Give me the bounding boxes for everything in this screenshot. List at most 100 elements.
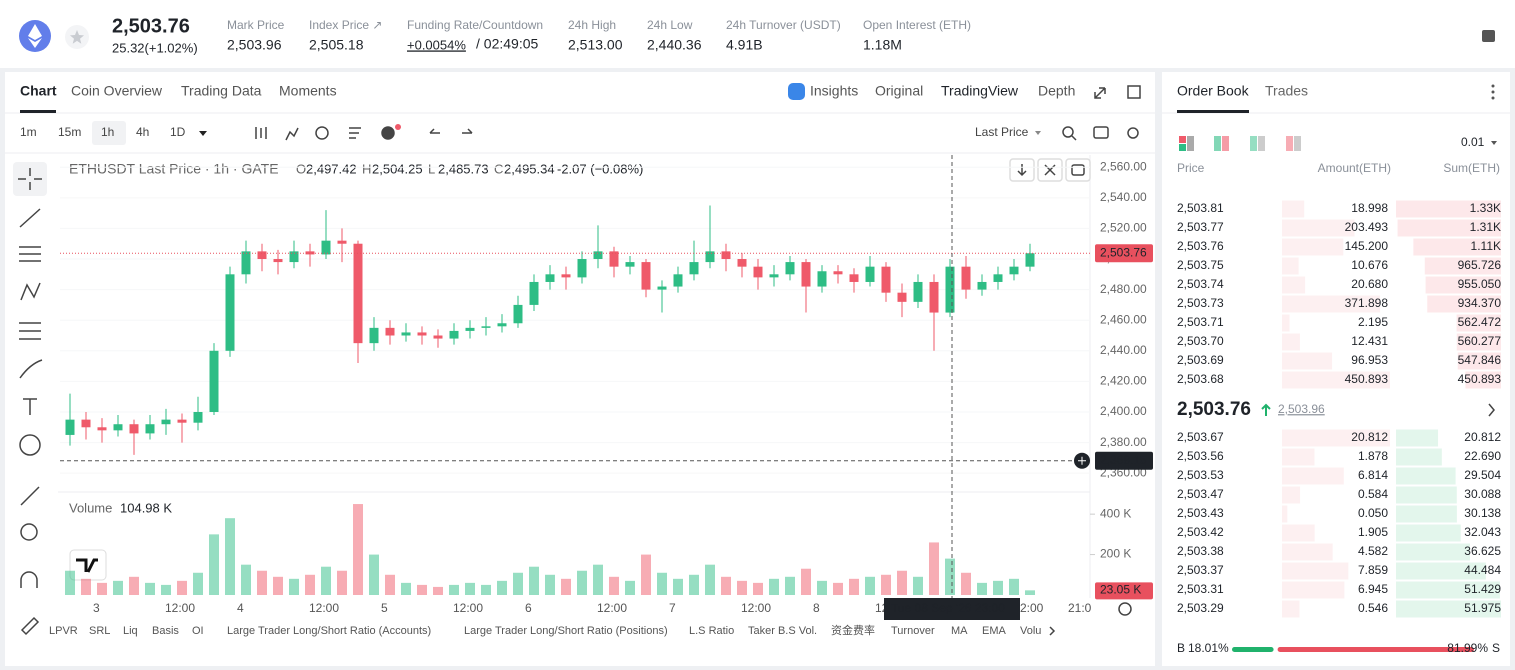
- amount-depth: [1282, 333, 1300, 351]
- tab[interactable]: Chart: [20, 83, 57, 99]
- ob-amount: 0.584: [1358, 487, 1388, 501]
- indicator[interactable]: 资金费率: [831, 623, 875, 637]
- candle-body: [113, 424, 123, 431]
- amount-depth: [1282, 581, 1345, 599]
- ob-sum: 1.11K: [1471, 239, 1501, 253]
- chevron[interactable]: [1488, 403, 1495, 417]
- ob-price[interactable]: 2,503.76: [1177, 239, 1224, 253]
- ob-price[interactable]: 2,503.38: [1177, 544, 1224, 558]
- ob-price[interactable]: 2,503.29: [1177, 601, 1224, 615]
- ob-price[interactable]: 2,503.77: [1177, 220, 1224, 234]
- y-tick-label: 2,440.00: [1100, 343, 1147, 357]
- ob-price[interactable]: 2,503.31: [1177, 582, 1224, 596]
- volume-bar: [401, 582, 411, 595]
- ob-tab[interactable]: Order Book: [1177, 83, 1250, 99]
- ob-price[interactable]: 2,503.71: [1177, 315, 1224, 329]
- ob-price[interactable]: 2,503.47: [1177, 487, 1224, 501]
- ob-amount: 1.878: [1358, 449, 1388, 463]
- candle-body: [769, 274, 779, 278]
- stat-value: 1.18M: [863, 37, 902, 53]
- indicator[interactable]: Volu: [1020, 625, 1041, 637]
- view-tab[interactable]: Depth: [1038, 83, 1075, 99]
- ob-price[interactable]: 2,503.68: [1177, 372, 1224, 386]
- ob-price[interactable]: 2,503.75: [1177, 258, 1224, 272]
- candle-body: [369, 327, 379, 344]
- ob-price[interactable]: 2,503.74: [1177, 277, 1224, 291]
- candle-body: [449, 330, 459, 339]
- candle-body: [785, 262, 795, 275]
- y-tick-label: 2,400.00: [1100, 404, 1147, 418]
- tab[interactable]: Trading Data: [181, 83, 262, 99]
- indicator[interactable]: Liq: [123, 625, 138, 637]
- ob-amount: 10.676: [1351, 258, 1388, 272]
- crosshair-time: Tue 08 Sep '26 23:00: [891, 601, 1005, 615]
- dots[interactable]: [1491, 84, 1495, 88]
- precision[interactable]: 0.01: [1461, 135, 1485, 149]
- ob-amount: 2.195: [1358, 315, 1388, 329]
- ob-price[interactable]: 2,503.56: [1177, 449, 1224, 463]
- ob-tab[interactable]: Trades: [1265, 83, 1308, 99]
- sum-depth: [1396, 448, 1442, 466]
- interval[interactable]: 4h: [136, 125, 149, 139]
- candle-body: [337, 240, 347, 244]
- view-tab[interactable]: Insights: [810, 83, 858, 99]
- candle-body: [689, 262, 699, 275]
- volume-bar: [945, 558, 955, 595]
- ob-price[interactable]: 2,503.37: [1177, 563, 1224, 577]
- menu-icon[interactable]: [1482, 30, 1495, 42]
- price-select[interactable]: Last Price: [975, 125, 1029, 139]
- indicator[interactable]: Taker B.S Vol.: [748, 625, 817, 637]
- last-volume-tag: [1095, 582, 1153, 600]
- volume-bar: [673, 578, 683, 595]
- crosshair-price-tag: [1095, 451, 1153, 470]
- view-tab[interactable]: Original: [875, 83, 923, 99]
- candle-body: [401, 332, 411, 336]
- ob-price[interactable]: 2,503.67: [1177, 430, 1224, 444]
- ob-price[interactable]: 2,503.53: [1177, 468, 1224, 482]
- indicator[interactable]: Large Trader Long/Short Ratio (Positions…: [464, 625, 668, 637]
- volume-bar: [737, 580, 747, 595]
- interval[interactable]: 1h: [101, 125, 114, 139]
- amount-depth: [1282, 600, 1300, 618]
- x-tick-label: 12:00: [453, 601, 483, 615]
- view-tab[interactable]: TradingView: [941, 83, 1019, 99]
- ob-price[interactable]: 2,503.81: [1177, 201, 1224, 215]
- ob-sum: 934.370: [1458, 296, 1502, 310]
- chevron[interactable]: [1049, 626, 1056, 636]
- sum-depth: [1396, 600, 1501, 618]
- amount-depth: [1282, 276, 1306, 294]
- ob-price[interactable]: 2,503.69: [1177, 353, 1224, 367]
- tab[interactable]: Coin Overview: [71, 83, 163, 99]
- crosshair-price: 2,368.15: [1100, 453, 1147, 467]
- ob-price[interactable]: 2,503.42: [1177, 525, 1224, 539]
- amount-depth: [1282, 219, 1355, 237]
- indicator[interactable]: SRL: [89, 625, 110, 637]
- indicator[interactable]: Turnover: [891, 625, 935, 637]
- up-arrow: [1261, 403, 1271, 416]
- stat-label: Open Interest (ETH): [863, 18, 971, 32]
- sum-depth: [1396, 543, 1470, 561]
- indicator[interactable]: Basis: [152, 625, 179, 637]
- candle-body: [433, 335, 443, 339]
- ob-price[interactable]: 2,503.43: [1177, 506, 1224, 520]
- interval[interactable]: 15m: [58, 125, 81, 139]
- candle-body: [81, 419, 91, 428]
- settings-icon[interactable]: [1118, 602, 1132, 616]
- interval[interactable]: 1D: [170, 125, 186, 139]
- indicator[interactable]: MA: [951, 625, 968, 637]
- stat-value: 2,503.96: [227, 37, 282, 53]
- indicator[interactable]: OI: [192, 625, 204, 637]
- ob-view-icons[interactable]: [1179, 136, 1301, 151]
- indicator[interactable]: Large Trader Long/Short Ratio (Accounts): [227, 625, 431, 637]
- legend-buttons[interactable]: [1009, 158, 1091, 182]
- volume-bar: [657, 572, 667, 595]
- indicator[interactable]: L.S Ratio: [689, 625, 734, 637]
- indicator[interactable]: EMA: [982, 625, 1007, 637]
- ob-price[interactable]: 2,503.70: [1177, 334, 1224, 348]
- volume-bar: [145, 582, 155, 595]
- ob-price[interactable]: 2,503.73: [1177, 296, 1224, 310]
- volume-bar: [593, 564, 603, 595]
- indicator[interactable]: LPVR: [49, 625, 78, 637]
- interval[interactable]: 1m: [20, 125, 37, 139]
- tab[interactable]: Moments: [279, 83, 337, 99]
